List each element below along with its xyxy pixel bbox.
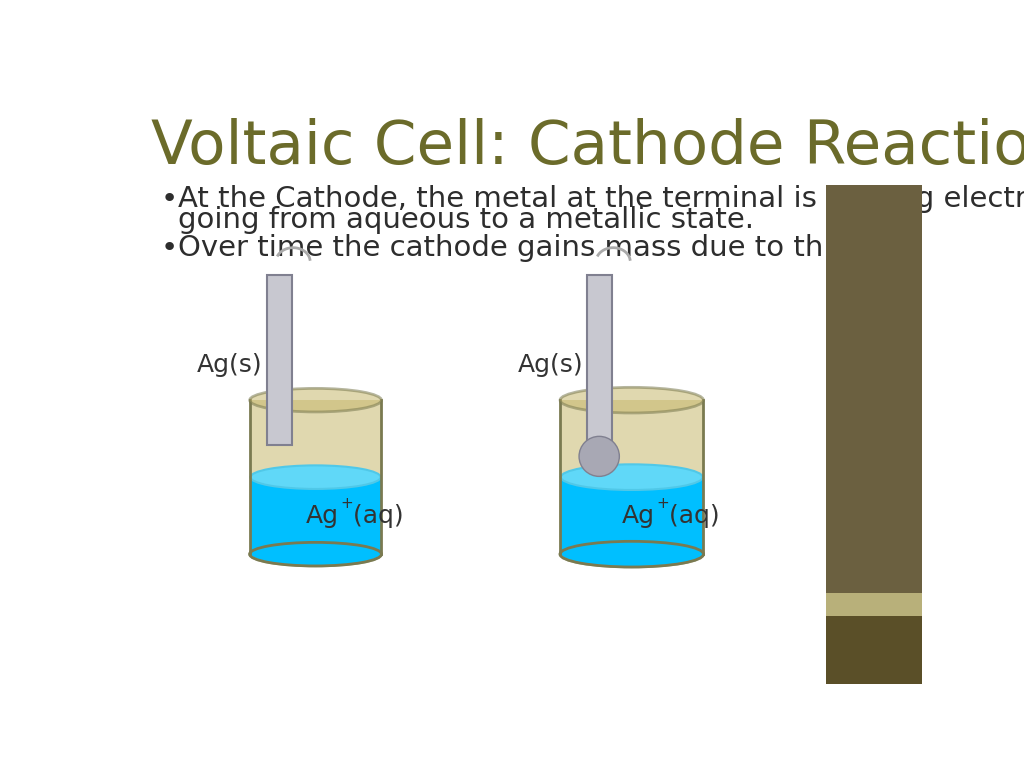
Text: Ag: Ag xyxy=(306,504,339,528)
Ellipse shape xyxy=(561,465,702,490)
Text: Over time the cathode gains mass due to this.: Over time the cathode gains mass due to … xyxy=(178,233,856,262)
Text: +: + xyxy=(340,496,353,511)
Text: Ag(s): Ag(s) xyxy=(198,353,263,377)
Bar xyxy=(825,184,922,593)
Text: Ag(s): Ag(s) xyxy=(517,353,583,377)
Circle shape xyxy=(579,436,620,476)
Text: going from aqueous to a metallic state.: going from aqueous to a metallic state. xyxy=(178,206,755,234)
Text: Ag: Ag xyxy=(622,504,655,528)
Bar xyxy=(560,400,703,554)
Text: +: + xyxy=(656,496,670,511)
Ellipse shape xyxy=(250,389,381,412)
Ellipse shape xyxy=(251,465,381,489)
Bar xyxy=(587,276,611,445)
Ellipse shape xyxy=(560,541,703,567)
Ellipse shape xyxy=(251,541,381,565)
Ellipse shape xyxy=(250,542,381,566)
Bar xyxy=(251,476,381,554)
Bar xyxy=(825,616,922,684)
Text: Voltaic Cell: Cathode Reaction: Voltaic Cell: Cathode Reaction xyxy=(152,118,1024,177)
Text: •: • xyxy=(161,184,178,213)
Text: (aq): (aq) xyxy=(345,504,403,528)
Ellipse shape xyxy=(560,387,703,413)
Bar xyxy=(266,276,292,445)
Bar xyxy=(561,476,702,554)
Bar xyxy=(825,593,922,616)
Text: At the Cathode, the metal at the terminal is gaining electrons: At the Cathode, the metal at the termina… xyxy=(178,184,1024,213)
Bar xyxy=(250,400,381,554)
Text: •: • xyxy=(161,233,178,262)
Text: (aq): (aq) xyxy=(662,504,720,528)
Ellipse shape xyxy=(561,541,702,566)
